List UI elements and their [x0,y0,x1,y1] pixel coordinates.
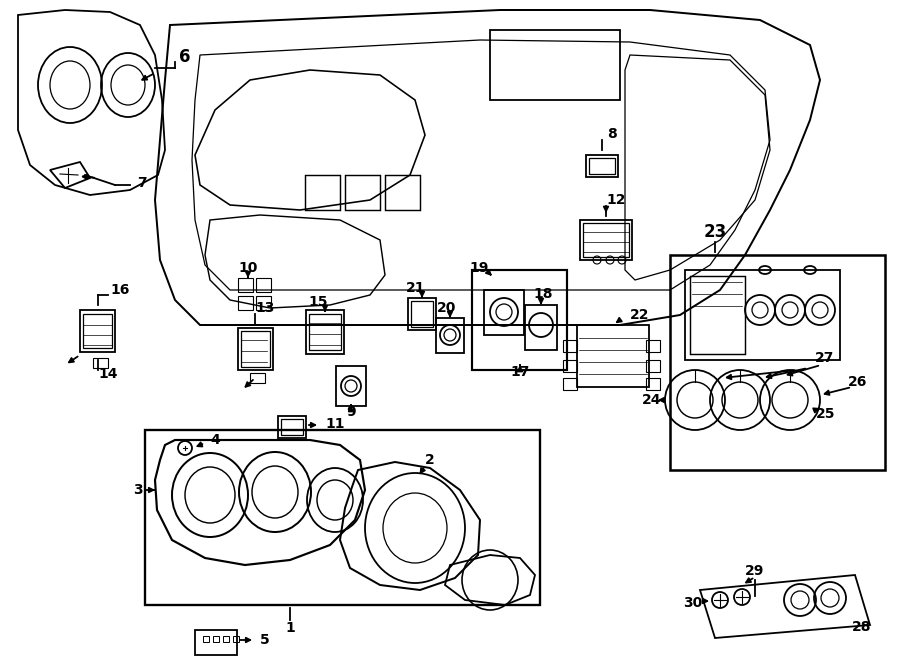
Text: 12: 12 [607,193,625,207]
Text: 1: 1 [285,621,295,635]
Bar [309,314,341,350]
Text: 26: 26 [849,375,868,389]
Text: 14: 14 [98,367,118,381]
Bar [586,155,618,177]
Bar [241,331,270,367]
Bar [577,325,649,387]
Text: 5: 5 [260,633,270,647]
Bar [145,430,540,605]
Text: 10: 10 [238,261,257,275]
Bar [233,636,239,642]
Bar [305,175,340,210]
Text: 18: 18 [533,287,553,301]
Bar [472,270,567,370]
Text: 20: 20 [437,301,456,315]
Text: 16: 16 [111,283,130,297]
Bar [685,270,840,360]
Bar [195,630,237,655]
Bar [256,278,271,292]
Bar [525,305,557,350]
Text: 6: 6 [179,48,191,66]
Bar [589,158,615,174]
Text: 13: 13 [256,301,274,315]
Bar [411,301,433,327]
Bar [238,296,253,310]
Bar [238,328,273,370]
Text: 24: 24 [643,393,662,407]
Bar [580,220,632,260]
Text: 19: 19 [469,261,489,275]
Text: 27: 27 [815,351,834,365]
Bar [490,30,620,100]
Text: 2: 2 [425,453,435,467]
Text: 17: 17 [510,365,530,379]
Text: 15: 15 [308,295,328,309]
Bar [563,378,577,390]
Text: 4: 4 [210,433,220,447]
Bar [83,314,112,348]
Bar [408,298,436,330]
Bar [646,340,660,352]
Bar [223,636,229,642]
Bar [80,310,115,352]
Bar [583,223,629,257]
Bar [278,416,306,438]
Text: 30: 30 [683,596,703,610]
Bar [213,636,219,642]
Bar [563,340,577,352]
Bar [281,419,303,435]
Bar [385,175,420,210]
Bar [646,378,660,390]
Bar [93,358,108,368]
Text: 29: 29 [745,564,765,578]
Text: 9: 9 [346,405,356,419]
Text: 11: 11 [325,417,345,431]
Text: 21: 21 [406,281,426,295]
Bar [345,175,380,210]
Bar [436,318,464,353]
Text: 3: 3 [133,483,143,497]
Bar [646,360,660,372]
Text: 28: 28 [852,620,872,634]
Text: 22: 22 [630,308,650,322]
Bar [203,636,209,642]
Bar [336,366,366,406]
Text: 7: 7 [137,176,147,190]
Bar [670,255,885,470]
Bar [306,310,344,354]
Text: 23: 23 [704,223,726,241]
Text: 8: 8 [608,127,616,141]
Bar [563,360,577,372]
Bar [238,278,253,292]
Bar [256,296,271,310]
Bar [250,373,265,383]
Bar [690,276,745,354]
Bar [484,290,524,335]
Text: 25: 25 [816,407,836,421]
